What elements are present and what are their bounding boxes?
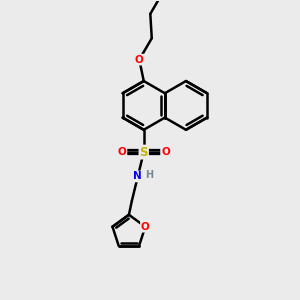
Text: O: O [141,222,150,232]
Text: H: H [145,170,153,180]
Text: N: N [134,172,142,182]
Text: O: O [135,55,144,64]
Text: S: S [140,146,148,159]
Text: O: O [161,147,170,157]
Text: O: O [118,147,126,157]
